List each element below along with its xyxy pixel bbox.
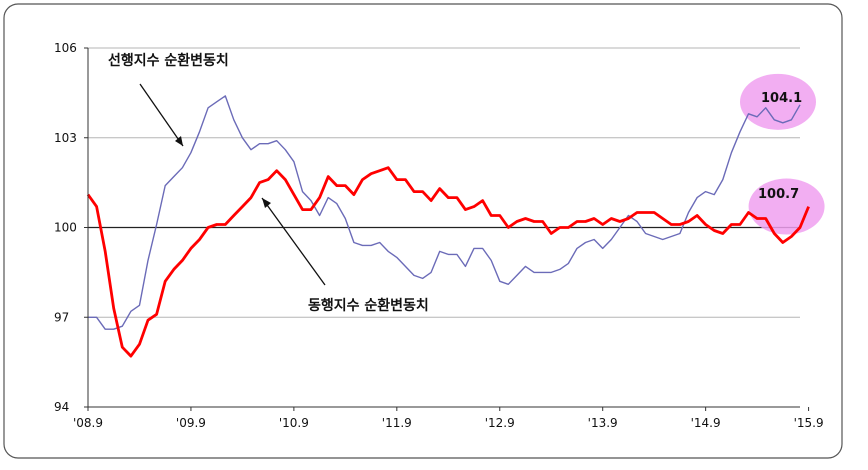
x-tick-label: '14.9 xyxy=(691,416,721,430)
chart-frame xyxy=(3,3,843,459)
x-tick-label: '12.9 xyxy=(485,416,515,430)
y-tick-label: 103 xyxy=(54,131,77,145)
end-label-coincident: 100.7 xyxy=(758,187,799,202)
y-tick-label: 94 xyxy=(54,400,69,414)
annotation-coincident-index: 동행지수 순환변동치 xyxy=(308,297,429,314)
x-tick-label: '15.9 xyxy=(794,416,824,430)
end-label-leading: 104.1 xyxy=(761,91,802,106)
arrow-leading-index xyxy=(139,83,184,147)
x-tick-label: '08.9 xyxy=(73,416,103,430)
series-line-leading-index xyxy=(88,95,801,330)
series-layer xyxy=(86,95,810,358)
axes: 106 103 100 97 94 '08.9 '09.9 '10.9 '11.9 '12.9 '1… xyxy=(54,41,824,430)
y-tick-label: 100 xyxy=(54,221,77,235)
series-line-coincident-index xyxy=(86,166,810,358)
arrow-coincident-index xyxy=(261,197,326,286)
annotation-leading-index: 선행지수 순환변동치 xyxy=(108,52,229,69)
y-tick-label: 106 xyxy=(54,41,77,55)
x-tick-label: '13.9 xyxy=(588,416,618,430)
x-tick-label: '09.9 xyxy=(176,416,206,430)
highlight-ellipse-leading xyxy=(740,73,816,130)
x-tick-label: '10.9 xyxy=(279,416,309,430)
x-tick-label: '11.9 xyxy=(382,416,412,430)
y-tick-label: 97 xyxy=(54,310,69,324)
